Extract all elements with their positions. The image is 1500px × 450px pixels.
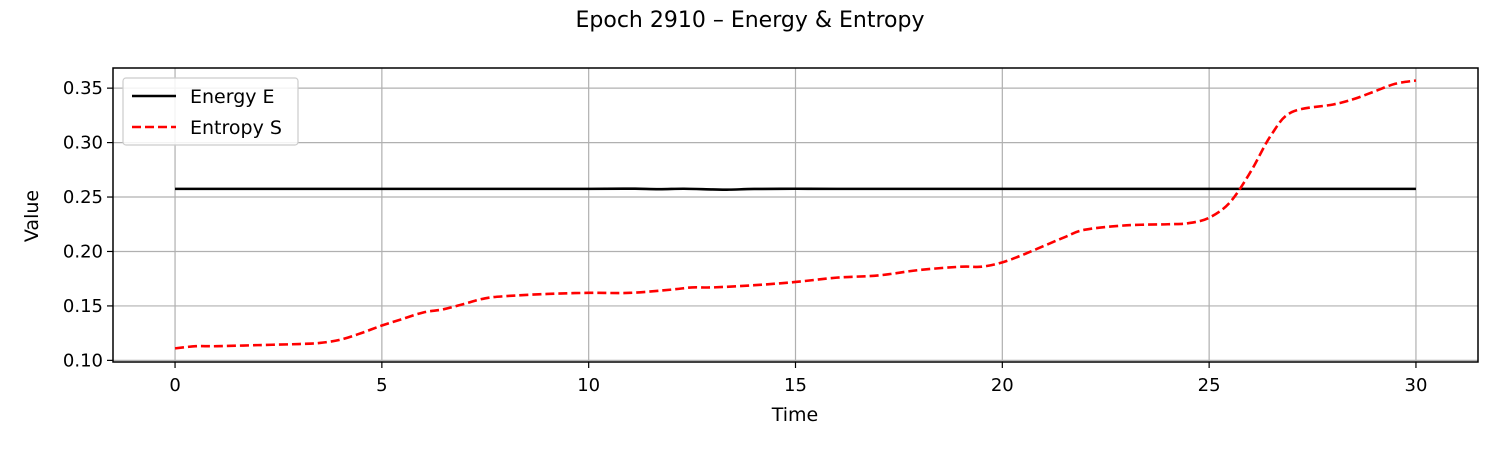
legend: Energy E Entropy S: [122, 77, 299, 146]
axis-ticks: 0 5 10 15 20 25 30 0.10 0.15 0.20 0.25 0.30 0.35: [63, 78, 1427, 396]
x-tick-label: 10: [577, 375, 600, 396]
chart-title: Epoch 2910 – Energy & Entropy: [576, 8, 925, 33]
y-tick-label: 0.35: [63, 78, 103, 99]
y-tick-label: 0.10: [63, 350, 103, 371]
grid: [113, 68, 1478, 362]
x-tick-label: 15: [784, 375, 807, 396]
series-line-entropy: [174, 79, 1417, 350]
series-lines: [174, 79, 1417, 350]
x-tick-label: 0: [169, 375, 180, 396]
y-tick-label: 0.25: [63, 187, 103, 208]
x-tick-label: 30: [1405, 375, 1428, 396]
x-axis-label: Time: [771, 404, 819, 426]
series-line-energy: [175, 187, 1416, 191]
y-tick-label: 0.20: [63, 241, 103, 262]
legend-label: Energy E: [190, 86, 275, 108]
y-tick-label: 0.15: [63, 296, 103, 317]
legend-label: Entropy S: [190, 117, 282, 139]
y-tick-label: 0.30: [63, 133, 103, 154]
x-tick-label: 5: [376, 375, 387, 396]
x-tick-label: 20: [991, 375, 1014, 396]
y-axis-label: Value: [21, 190, 43, 242]
x-tick-label: 25: [1198, 375, 1221, 396]
